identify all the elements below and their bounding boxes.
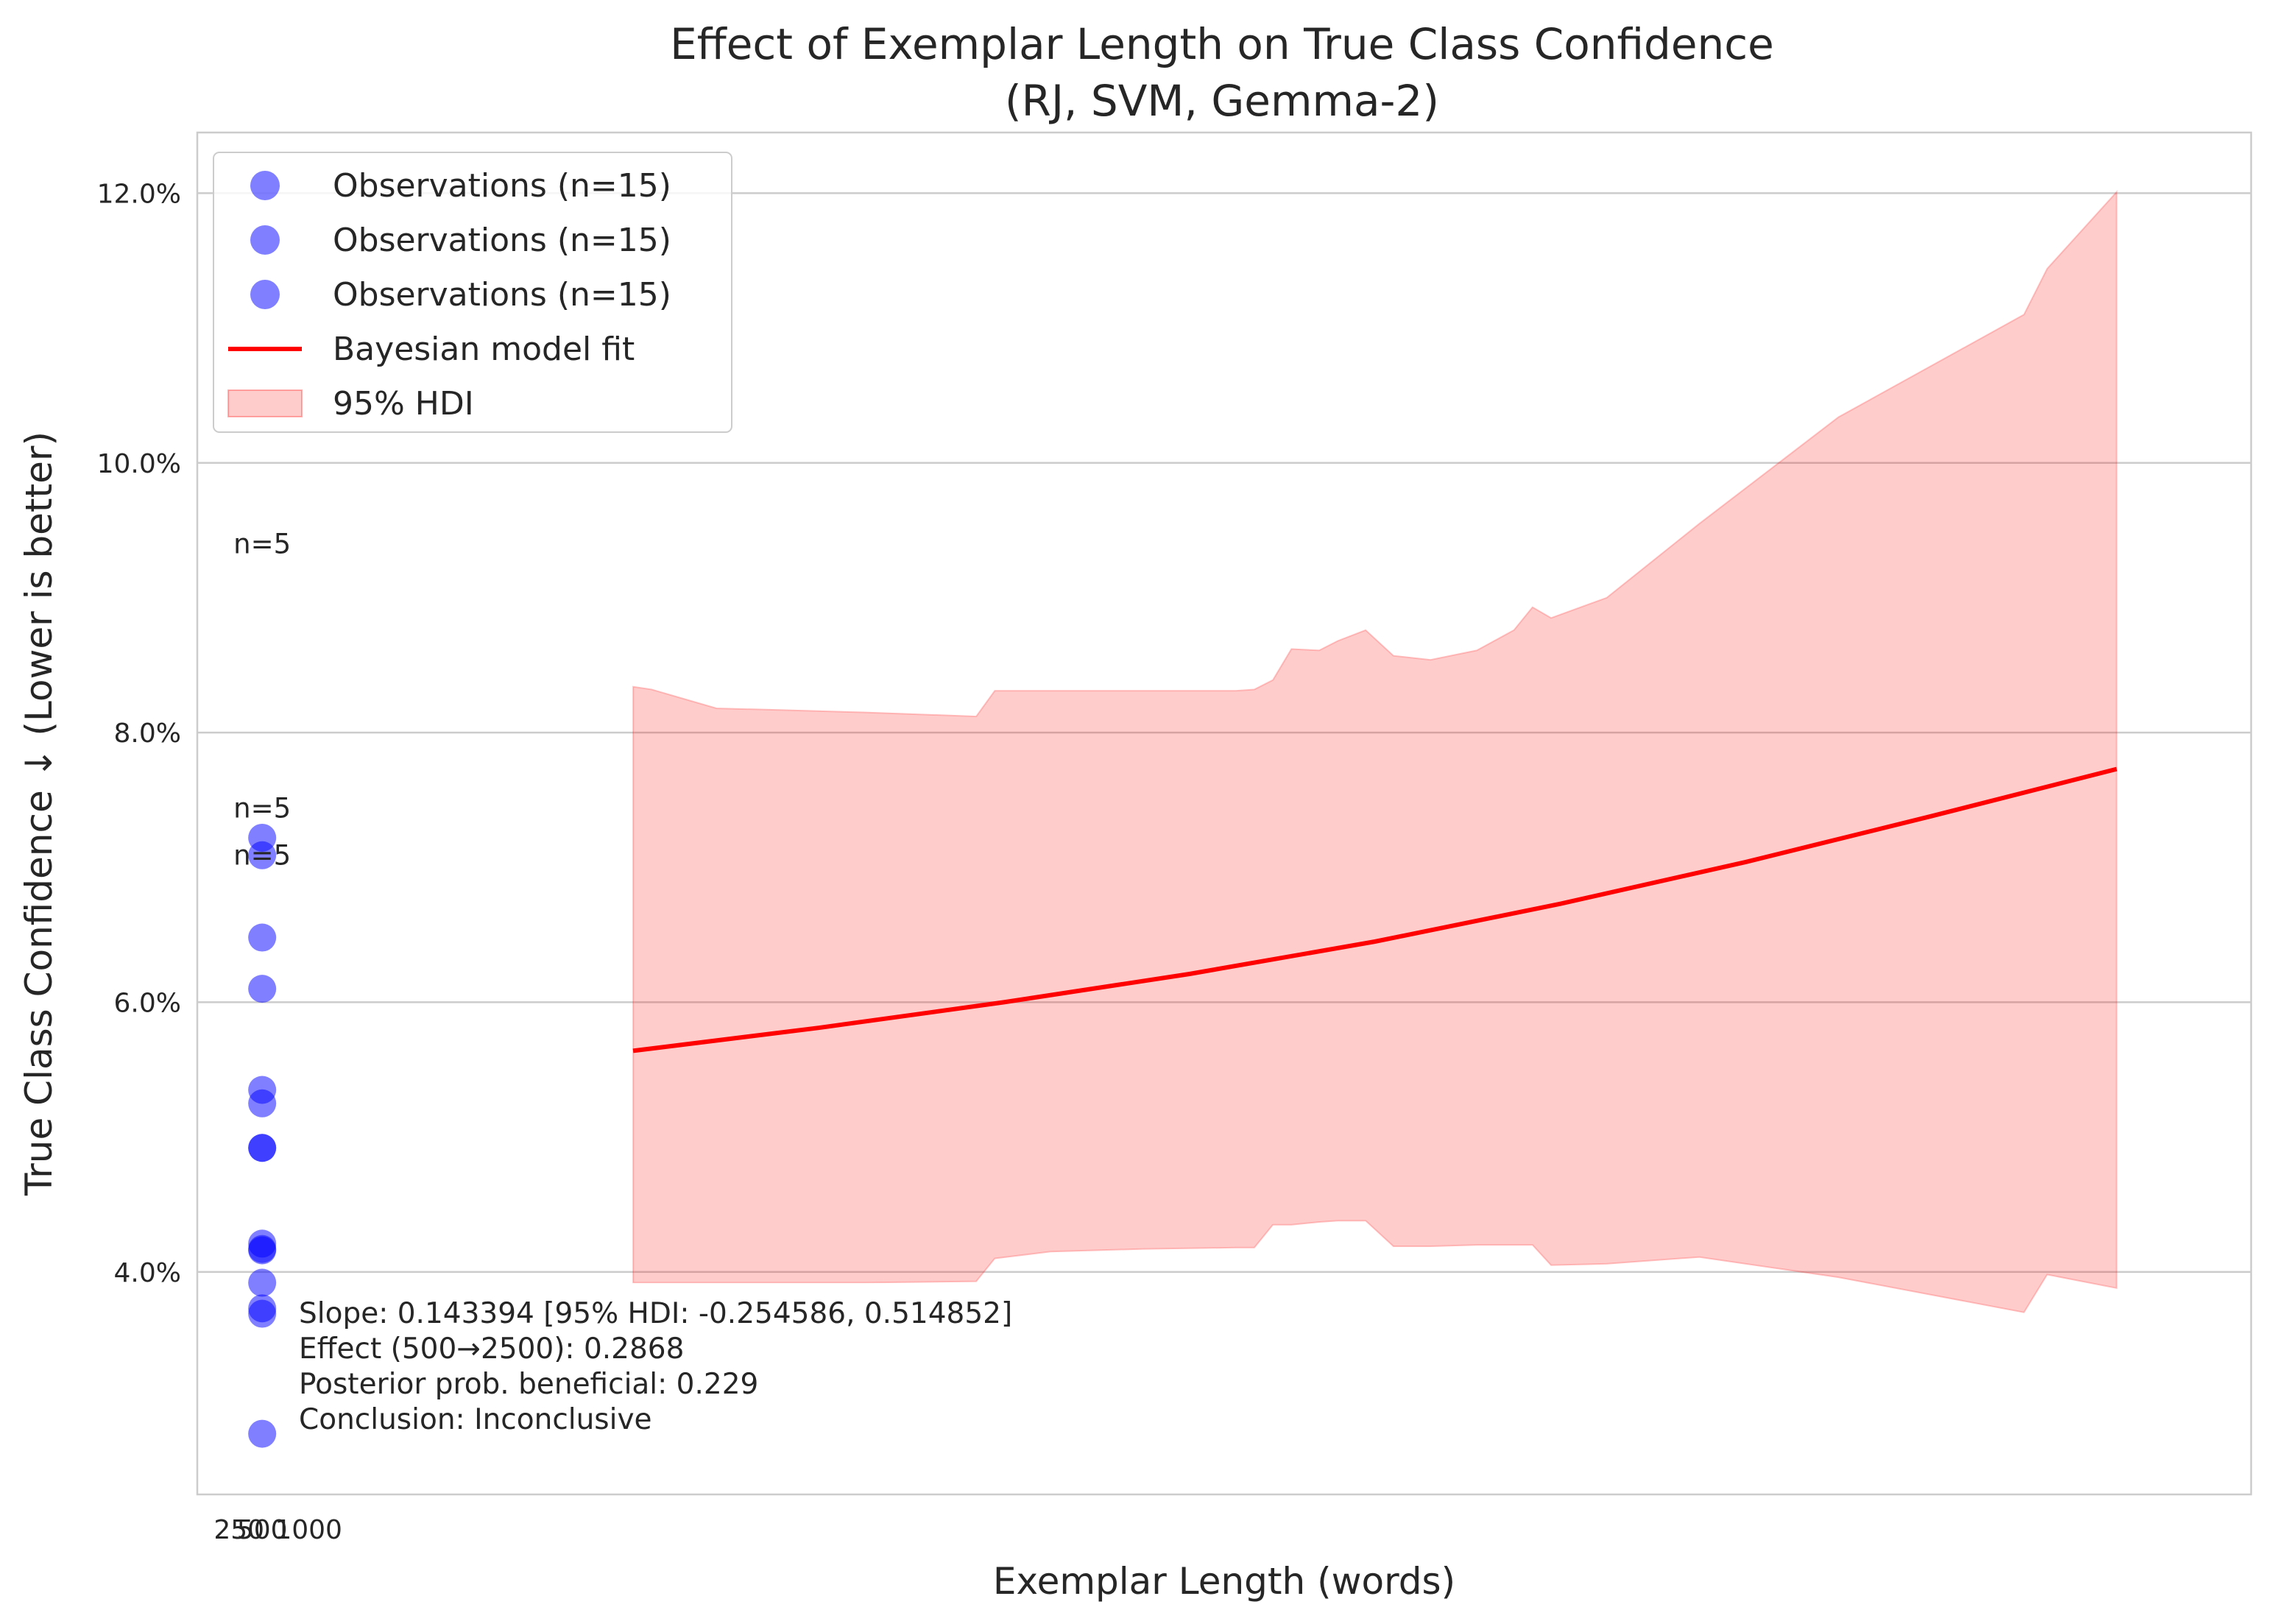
y-tick-label: 10.0% xyxy=(97,449,181,479)
legend-label: Observations (n=15) xyxy=(333,167,671,205)
stats-line: Slope: 0.143394 [95% HDI: -0.254586, 0.5… xyxy=(299,1297,1012,1330)
y-tick-label: 4.0% xyxy=(114,1258,181,1288)
observation-point xyxy=(248,975,277,1003)
x-tick-label: 1000 xyxy=(275,1515,342,1545)
x-axis-label: Exemplar Length (words) xyxy=(993,1560,1455,1603)
y-axis-label: True Class Confidence ↓ (Lower is better… xyxy=(18,431,60,1196)
legend-marker-observations xyxy=(250,280,280,309)
legend-marker-observations xyxy=(250,171,280,200)
legend-label: Bayesian model fit xyxy=(333,331,635,368)
hdi-band xyxy=(632,190,2118,1313)
legend-label: 95% HDI xyxy=(333,385,474,423)
stats-box-background xyxy=(282,1283,1092,1445)
observation-point xyxy=(248,1089,277,1118)
legend-marker-observations xyxy=(250,225,280,255)
stats-line: Conclusion: Inconclusive xyxy=(299,1403,652,1436)
chart-title: Effect of Exemplar Length on True Class … xyxy=(670,19,1774,69)
y-tick-label: 12.0% xyxy=(97,179,181,209)
chart-subtitle: (RJ, SVM, Gemma-2) xyxy=(1005,76,1439,126)
observation-point xyxy=(248,923,277,952)
observation-point xyxy=(248,1236,277,1265)
observation-point xyxy=(248,841,277,869)
observation-point xyxy=(248,1419,277,1448)
legend-label: Observations (n=15) xyxy=(333,222,671,259)
count-annotation: n=5 xyxy=(233,792,291,824)
observation-point xyxy=(248,1268,277,1297)
stats-line: Effect (500→2500): 0.2868 xyxy=(299,1332,684,1366)
hdi-band-group xyxy=(632,190,2118,1313)
observation-point xyxy=(248,1299,277,1328)
legend-label: Observations (n=15) xyxy=(333,276,671,314)
count-annotation: n=5 xyxy=(233,528,291,559)
x-tick-label: 250 xyxy=(213,1515,264,1545)
y-axis-ticks: 4.0% 6.0% 8.0% 10.0% 12.0% xyxy=(97,179,181,1288)
stats-box: Slope: 0.143394 [95% HDI: -0.254586, 0.5… xyxy=(282,1283,1092,1445)
count-annotation: n=5 xyxy=(233,840,291,872)
fit-line-group xyxy=(632,766,2118,1053)
observation-points xyxy=(248,823,277,1448)
observation-point xyxy=(248,1134,277,1162)
x-tick-label: 500 xyxy=(237,1515,288,1545)
stats-line: Posterior prob. beneficial: 0.229 xyxy=(299,1368,758,1401)
legend-marker-hdi xyxy=(227,389,303,417)
legend: Observations (n=15) Observations (n=15) Ob… xyxy=(213,152,732,433)
y-tick-label: 6.0% xyxy=(114,988,181,1018)
plot-frame xyxy=(196,131,2253,1496)
annotations: n=5 n=5 n=5 xyxy=(233,528,291,871)
y-tick-label: 8.0% xyxy=(114,719,181,749)
fit-line xyxy=(632,766,2118,1053)
legend-frame xyxy=(213,152,732,433)
